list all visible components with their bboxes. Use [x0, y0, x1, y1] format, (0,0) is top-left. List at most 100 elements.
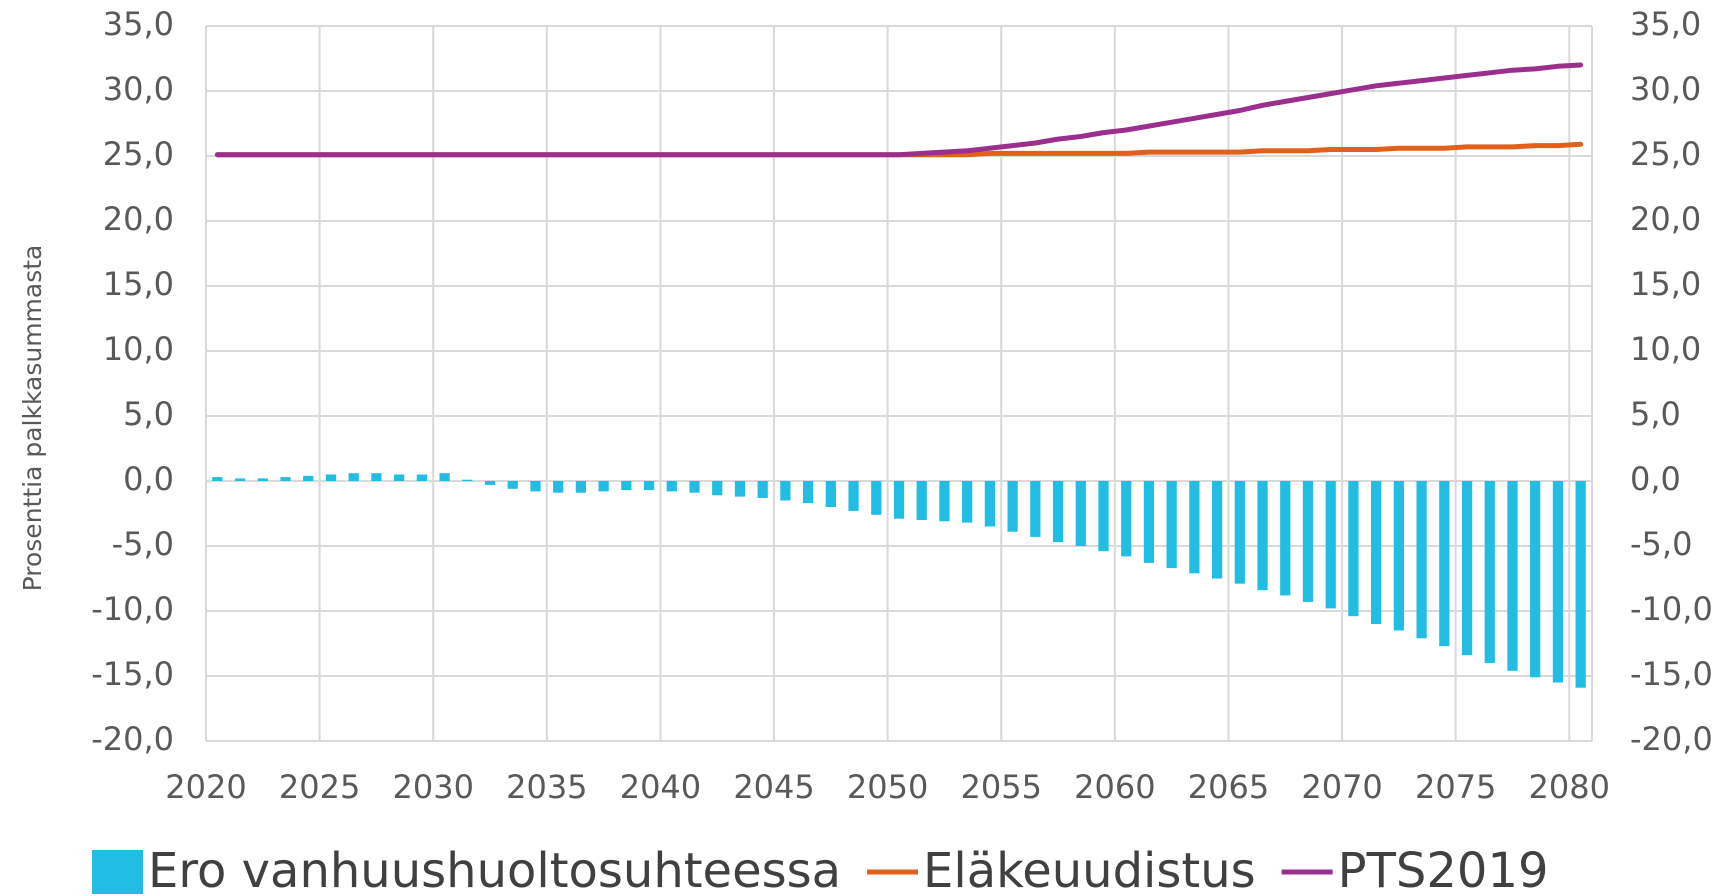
bar: [1234, 481, 1245, 584]
bar: [825, 481, 836, 507]
bar: [757, 481, 768, 498]
y2-tick-label: 0,0: [1630, 460, 1681, 498]
bar: [871, 481, 882, 515]
y-tick-label: -15,0: [91, 655, 174, 693]
x-tick-label: 2045: [733, 768, 814, 806]
bar: [1143, 481, 1155, 563]
bar: [303, 475, 314, 481]
y2-tick-label: 20,0: [1630, 200, 1701, 238]
bar: [1325, 481, 1336, 609]
y2-tick-label: -10,0: [1630, 590, 1713, 628]
y-tick-label: -20,0: [91, 720, 174, 758]
bar: [1371, 481, 1382, 624]
bar: [803, 481, 814, 504]
bar: [371, 473, 382, 481]
bar: [1393, 481, 1404, 631]
line: [214, 62, 1584, 158]
bar: [962, 481, 973, 523]
bar: [394, 474, 405, 481]
y-tick-label: 30,0: [103, 70, 174, 108]
x-tick-label: 2055: [961, 768, 1042, 806]
legend-label: Ero vanhuushuoltosuhteessa: [148, 843, 841, 896]
bar: [893, 481, 905, 519]
y-tick-label: 35,0: [103, 5, 174, 43]
bar: [689, 481, 700, 493]
x-tick-label: 2075: [1415, 768, 1496, 806]
bar: [234, 478, 246, 481]
y-tick-label: 10,0: [103, 330, 174, 368]
bar: [1552, 481, 1564, 683]
x-tick-label: 2070: [1301, 768, 1382, 806]
y2-tick-label: 25,0: [1630, 135, 1701, 173]
bar: [1530, 481, 1541, 678]
bar: [598, 481, 609, 492]
x-tick-label: 2020: [165, 768, 246, 806]
bar: [1030, 481, 1041, 537]
bar: [1189, 481, 1200, 574]
x-tick-label: 2035: [506, 768, 587, 806]
y-tick-label: 25,0: [103, 135, 174, 173]
bar: [666, 481, 677, 492]
bar: [1121, 481, 1132, 557]
y2-tick-label: 5,0: [1630, 395, 1681, 433]
y-axis-label: Prosenttia palkkasummasta: [18, 245, 47, 592]
y2-tick-label: 35,0: [1630, 5, 1701, 43]
y2-tick-label: 15,0: [1630, 265, 1701, 303]
bar: [734, 481, 746, 497]
y-tick-label: 20,0: [103, 200, 174, 238]
bar: [484, 481, 496, 485]
bar: [1166, 481, 1177, 569]
bar: [1280, 481, 1291, 596]
bar: [1007, 481, 1018, 532]
bar: [416, 474, 427, 481]
bar: [984, 481, 995, 527]
bar: [1098, 481, 1109, 552]
y-tick-label: -5,0: [112, 525, 174, 563]
bar: [1075, 481, 1086, 546]
bar: [1575, 481, 1586, 688]
x-tick-label: 2080: [1529, 768, 1610, 806]
y2-tick-label: 30,0: [1630, 70, 1701, 108]
y2-tick-label: -15,0: [1630, 655, 1713, 693]
y-tick-label: 15,0: [103, 265, 174, 303]
bar: [212, 477, 223, 481]
bar: [462, 479, 473, 481]
bar: [575, 481, 587, 493]
y2-tick-label: -20,0: [1630, 720, 1713, 758]
x-tick-label: 2040: [620, 768, 701, 806]
bar: [939, 481, 950, 522]
bar: [325, 474, 337, 481]
bar: [1507, 481, 1518, 671]
y2-tick-label: 10,0: [1630, 330, 1701, 368]
bar: [1348, 481, 1359, 617]
y-tick-label: 5,0: [123, 395, 174, 433]
bar: [1461, 481, 1473, 656]
x-tick-label: 2065: [1188, 768, 1269, 806]
bar: [780, 481, 791, 501]
bar: [507, 481, 518, 489]
x-tick-label: 2050: [847, 768, 928, 806]
bar: [553, 481, 564, 493]
legend-label: Eläkeuudistus: [923, 843, 1256, 896]
bar: [1302, 481, 1314, 602]
bar: [621, 481, 632, 491]
bar: [530, 481, 541, 492]
x-tick-label: 2025: [279, 768, 360, 806]
bar: [1484, 481, 1495, 663]
x-tick-label: 2060: [1074, 768, 1155, 806]
bar: [848, 481, 859, 511]
bar: [439, 473, 450, 481]
bar: [1257, 481, 1268, 591]
bar: [1211, 481, 1223, 579]
y-tick-label: 0,0: [123, 460, 174, 498]
bar: [712, 481, 723, 496]
y-tick-label: -10,0: [91, 590, 174, 628]
y2-tick-label: -5,0: [1630, 525, 1692, 563]
x-tick-label: 2030: [392, 768, 473, 806]
bar: [348, 473, 359, 481]
bar: [1439, 481, 1450, 647]
bar: [280, 477, 291, 481]
legend-label: PTS2019: [1338, 843, 1549, 896]
bar: [916, 481, 927, 520]
